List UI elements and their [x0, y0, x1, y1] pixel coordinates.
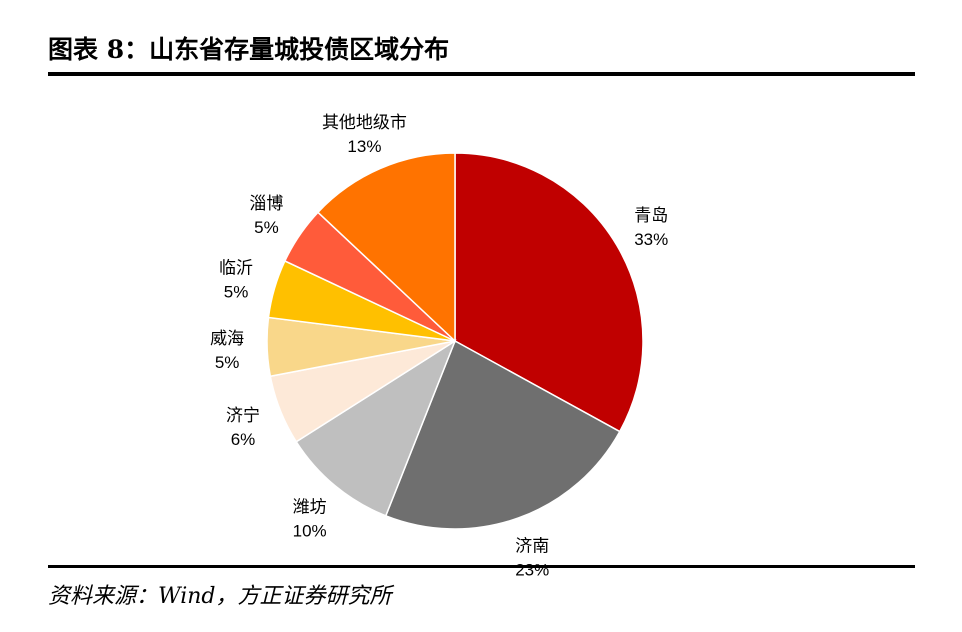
value-label: 13%: [347, 137, 381, 156]
slice-label: 济宁: [226, 406, 260, 425]
value-label: 33%: [634, 230, 668, 249]
slice-label: 临沂: [219, 258, 253, 277]
pie-slice: [384, 339, 621, 530]
chart-title: 图表 8：山东省存量城投债区域分布: [48, 35, 449, 64]
value-label: 5%: [254, 218, 279, 237]
slice-label: 潍坊: [293, 498, 327, 517]
slice-label: 青岛: [634, 206, 668, 225]
value-label: 5%: [215, 353, 240, 372]
source-note: 资料来源：Wind，方正证券研究所: [48, 584, 395, 609]
slice-label: 淄博: [249, 194, 283, 213]
value-label: 23%: [515, 561, 549, 580]
value-label: 5%: [224, 282, 249, 301]
pie-slice: [454, 152, 644, 433]
pie-slice: [295, 339, 457, 517]
slice-label: 济南: [515, 537, 549, 556]
slice-label: 威海: [210, 329, 244, 348]
pie-slice: [316, 152, 456, 343]
title-rule: [48, 72, 915, 76]
value-label: 10%: [293, 522, 327, 541]
source-rule: [48, 565, 915, 568]
value-label: 6%: [231, 430, 256, 449]
slice-label: 其他地级市: [322, 113, 407, 132]
